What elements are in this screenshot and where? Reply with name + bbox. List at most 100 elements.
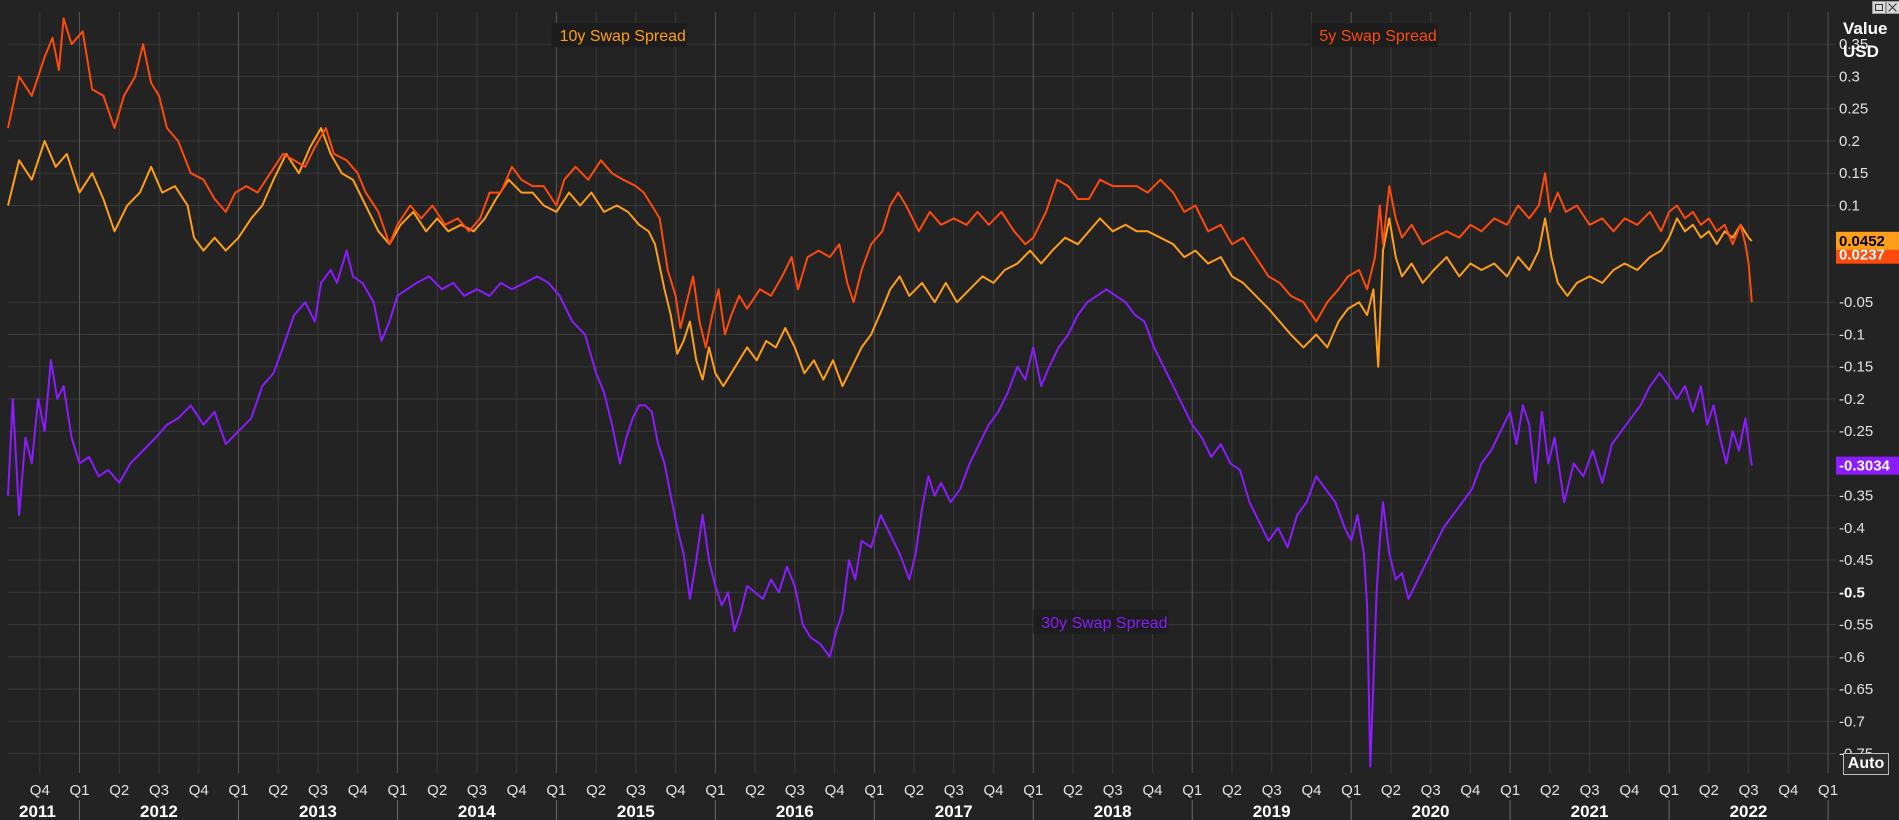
y-tick-label: -0.4 (1839, 520, 1865, 537)
x-quarter-label: Q2 (1381, 782, 1401, 799)
axis-header-value: Value (1843, 19, 1887, 38)
x-quarter-label: Q1 (1182, 782, 1202, 799)
x-quarter-label: Q4 (1301, 782, 1321, 799)
x-quarter-label: Q1 (228, 782, 248, 799)
x-year-label: 2017 (935, 802, 973, 820)
x-quarter-label: Q2 (1063, 782, 1083, 799)
x-quarter-label: Q2 (268, 782, 288, 799)
x-quarter-label: Q4 (1619, 782, 1639, 799)
series-layer (7, 17, 1753, 768)
x-quarter-label: Q4 (348, 782, 368, 799)
x-quarter-label: Q1 (1023, 782, 1043, 799)
x-year-label: 2015 (617, 802, 655, 820)
x-axis: Q4 Q1 Q2 Q3 Q4 Q1 Q2 Q3 Q4 Q1 Q2 Q3 Q4 Q1 Q2 Q3 Q4 Q1 Q2 Q3… (19, 782, 1838, 820)
y-tick-label: -0.5 (1839, 584, 1865, 601)
legend-box (551, 23, 687, 48)
y-tick-label: -0.35 (1839, 488, 1873, 505)
x-quarter-label: Q1 (705, 782, 725, 799)
last-value-box (1836, 456, 1899, 475)
window-restore-icon[interactable] (1872, 1, 1886, 14)
y-tick-label: -0.15 (1839, 359, 1873, 376)
x-quarter-label: Q2 (109, 782, 129, 799)
x-quarter-label: Q2 (1699, 782, 1719, 799)
last-value-label: -0.3034 (1839, 458, 1891, 475)
x-quarter-label: Q4 (507, 782, 527, 799)
x-quarter-label: Q4 (30, 782, 50, 799)
y-tick-label: -0.1 (1839, 326, 1865, 343)
x-quarter-label: Q4 (189, 782, 209, 799)
x-quarter-label: Q4 (1778, 782, 1798, 799)
legend-label: 10y Swap Spread (560, 28, 686, 45)
x-year-label: 2016 (776, 802, 814, 820)
x-quarter-label: Q4 (1142, 782, 1162, 799)
legend-box (1311, 23, 1438, 48)
y-tick-label: 0.1 (1839, 197, 1860, 214)
legend: 5y Swap Spread 10y Swap Spread 30y Swap Sp… (551, 23, 1438, 634)
x-quarter-label: Q1 (387, 782, 407, 799)
x-year-label: 2019 (1253, 802, 1291, 820)
x-quarter-label: Q3 (1421, 782, 1441, 799)
x-year-label: 2018 (1094, 802, 1132, 820)
y-tick-label: 0.2 (1839, 133, 1860, 150)
x-year-label: 2014 (458, 802, 496, 820)
x-quarter-label: Q3 (149, 782, 169, 799)
x-quarter-label: Q1 (864, 782, 884, 799)
x-quarter-label: Q4 (666, 782, 686, 799)
x-quarter-label: Q1 (1500, 782, 1520, 799)
auto-scale-button[interactable]: Auto (1843, 753, 1889, 775)
series-line-10y (7, 127, 1753, 388)
x-year-label: 2013 (299, 802, 337, 820)
legend-label: 5y Swap Spread (1319, 28, 1436, 45)
axis-header-currency: USD (1843, 42, 1879, 61)
y-tick-label: -0.2 (1839, 391, 1865, 408)
x-quarter-label: Q2 (1540, 782, 1560, 799)
x-quarter-label: Q2 (904, 782, 924, 799)
x-quarter-label: Q4 (1460, 782, 1480, 799)
x-quarter-label: Q1 (1341, 782, 1361, 799)
x-quarter-label: Q3 (308, 782, 328, 799)
x-year-label: 2021 (1571, 802, 1609, 820)
y-tick-label: -0.6 (1839, 649, 1865, 666)
y-axis: 0.35 0.3 0.25 0.2 0.15 0.1 -0.05 -0.1 -0.15 -0.2 -… (1839, 36, 1873, 762)
x-quarter-label: Q1 (546, 782, 566, 799)
x-year-label: 2012 (140, 802, 178, 820)
legend-box (1033, 609, 1169, 634)
x-quarter-label: Q3 (1103, 782, 1123, 799)
y-tick-label: 0.35 (1839, 36, 1868, 53)
window-close-icon[interactable] (1886, 1, 1899, 14)
x-quarter-label: Q2 (586, 782, 606, 799)
x-quarter-label: Q4 (984, 782, 1004, 799)
y-tick-label: 0.25 (1839, 101, 1868, 118)
x-quarter-label: Q3 (785, 782, 805, 799)
x-quarter-label: Q3 (626, 782, 646, 799)
y-tick-label: 0.3 (1839, 68, 1860, 85)
x-quarter-label: Q3 (1580, 782, 1600, 799)
last-value-box (1836, 231, 1899, 250)
last-value-box (1836, 245, 1899, 264)
x-year-label: 2022 (1730, 802, 1768, 820)
y-tick-label: -0.65 (1839, 681, 1873, 698)
x-quarter-label: Q3 (1739, 782, 1759, 799)
x-quarter-label: Q1 (70, 782, 90, 799)
x-quarter-label: Q3 (944, 782, 964, 799)
x-quarter-label: Q3 (467, 782, 487, 799)
series-line-30y (7, 249, 1753, 768)
last-value-label: 0.0237 (1839, 247, 1885, 264)
last-value-label: 0.0452 (1839, 233, 1885, 250)
x-quarter-label: Q1 (1659, 782, 1679, 799)
y-tick-label: -0.7 (1839, 713, 1865, 730)
y-tick-label: -0.25 (1839, 423, 1873, 440)
x-quarter-label: Q1 (1818, 782, 1838, 799)
legend-label: 30y Swap Spread (1041, 615, 1167, 632)
y-tick-label: -0.45 (1839, 552, 1873, 569)
x-year-label: 2011 (19, 802, 56, 820)
y-tick-label: -0.05 (1839, 294, 1873, 311)
x-quarter-label: Q2 (745, 782, 765, 799)
x-quarter-label: Q2 (427, 782, 447, 799)
x-quarter-label: Q3 (1262, 782, 1282, 799)
gridlines (8, 12, 1836, 773)
x-quarter-label: Q2 (1222, 782, 1242, 799)
